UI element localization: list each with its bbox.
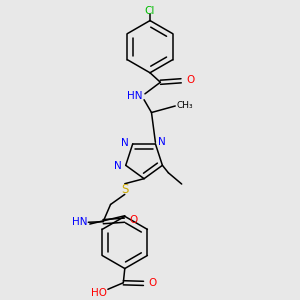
Text: Cl: Cl (145, 6, 155, 16)
Text: HO: HO (91, 289, 107, 298)
Text: HN: HN (127, 91, 142, 101)
Text: O: O (129, 215, 137, 225)
Text: O: O (186, 76, 194, 85)
Text: N: N (158, 137, 166, 147)
Text: N: N (121, 138, 128, 148)
Text: CH₃: CH₃ (177, 100, 193, 109)
Text: O: O (148, 278, 157, 288)
Text: S: S (121, 182, 128, 196)
Text: N: N (114, 161, 121, 171)
Text: HN: HN (72, 217, 88, 227)
